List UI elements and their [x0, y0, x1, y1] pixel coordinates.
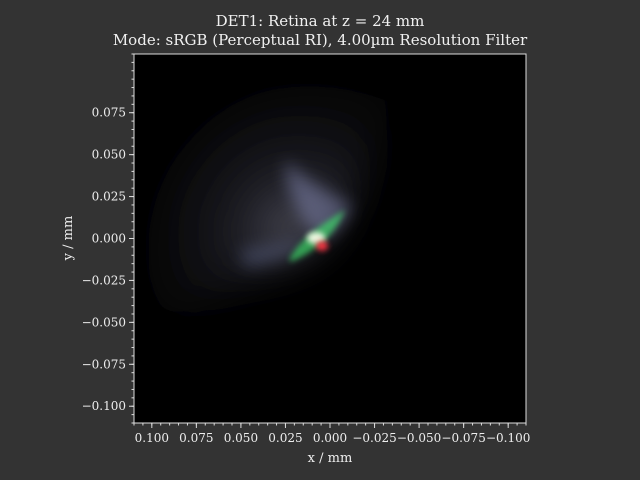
y-axis: −0.100 −0.075 −0.050 −0.025 0.000 0.025 0.050 0…: [82, 53, 134, 424]
retina-image: [149, 87, 390, 321]
x-tick-label: −0.050: [397, 431, 441, 445]
x-tick-label: 0.100: [135, 431, 169, 445]
y-tick-label: 0.050: [92, 148, 126, 162]
chart-subtitle: Mode: sRGB (Perceptual RI), 4.00µm Resol…: [112, 31, 528, 49]
y-tick-label: 0.000: [92, 232, 126, 246]
x-tick-label: 0.050: [224, 431, 258, 445]
y-tick-label: −0.025: [82, 273, 126, 287]
x-tick-label: 0.000: [313, 431, 347, 445]
y-tick-label: −0.050: [82, 315, 126, 329]
x-tick-label: −0.075: [441, 431, 485, 445]
chart-title: DET1: Retina at z = 24 mm: [215, 12, 425, 30]
y-tick-label: −0.075: [82, 357, 126, 371]
x-tick-label: −0.025: [352, 431, 396, 445]
y-tick-label: 0.075: [92, 106, 126, 120]
x-axis-label: x / mm: [308, 451, 353, 466]
y-tick-label: 0.025: [92, 190, 126, 204]
x-tick-label: −0.100: [486, 431, 530, 445]
x-tick-label: 0.075: [179, 431, 213, 445]
y-axis-label: y / mm: [61, 216, 76, 262]
x-tick-label: 0.025: [268, 431, 302, 445]
y-tick-label: −0.100: [82, 399, 126, 413]
x-axis: 0.100 0.075 0.050 0.025 0.000 −0.025 −0.050 −0.…: [133, 423, 530, 445]
